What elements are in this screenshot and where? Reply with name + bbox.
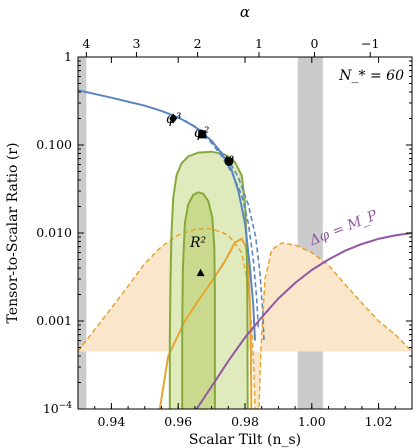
contour-outer-orange-dashed: [78, 227, 412, 409]
series-line-monomial-potentials-dashed-2: [184, 119, 265, 341]
x-tick-label: 0.96: [164, 414, 192, 429]
y-tick-label: 0.100: [36, 137, 72, 152]
top-tick-label: 0: [310, 36, 318, 51]
axes: 0.94 0.96 0.98 1.00 1.02 10−4 0.001 0.010 0.100 1…: [36, 36, 413, 429]
x-tick-label: 0.98: [231, 414, 259, 429]
top-tick-label: −1: [361, 36, 379, 51]
contour-inner-green: [181, 191, 216, 409]
marker-label-phi2: φ²: [194, 125, 210, 141]
marker-label-phi: φ: [224, 151, 234, 167]
top-axis-label: α: [240, 3, 250, 21]
y-tick-label: 0.001: [36, 313, 72, 328]
x-tick-label: 1.00: [298, 414, 326, 429]
contour-fills: [78, 151, 412, 409]
top-tick-label: 1: [255, 36, 263, 51]
y-tick-label: 0.010: [36, 225, 72, 240]
x-tick-label: 0.94: [97, 414, 125, 429]
x-tick-label: 1.02: [365, 414, 393, 429]
top-tick-label: 4: [82, 36, 90, 51]
marker-diamond-0: [169, 113, 178, 124]
marker-label-r2: R²: [189, 235, 207, 251]
contour-outer-green: [168, 150, 249, 409]
y-axis-label: Tensor-to-Scalar Ratio (r): [5, 143, 21, 324]
contour-inner-orange: [158, 237, 253, 409]
marker-square-1: [198, 130, 207, 139]
y-tick-label: 10−4: [43, 401, 72, 416]
marker-circle-2: [224, 156, 234, 166]
model-markers: [169, 113, 234, 277]
x-axis-label: Scalar Tilt (n_s): [189, 432, 301, 448]
marker-label-phi3: φ³: [166, 111, 182, 127]
series-line-delta-phi-planck: [195, 232, 412, 409]
marker-triangle-3: [196, 268, 205, 277]
n-star-annotation: N_* = 60: [338, 68, 404, 84]
top-tick-label: 2: [194, 36, 202, 51]
y-tick-label: 1: [64, 49, 72, 64]
top-tick-label: 3: [132, 36, 140, 51]
